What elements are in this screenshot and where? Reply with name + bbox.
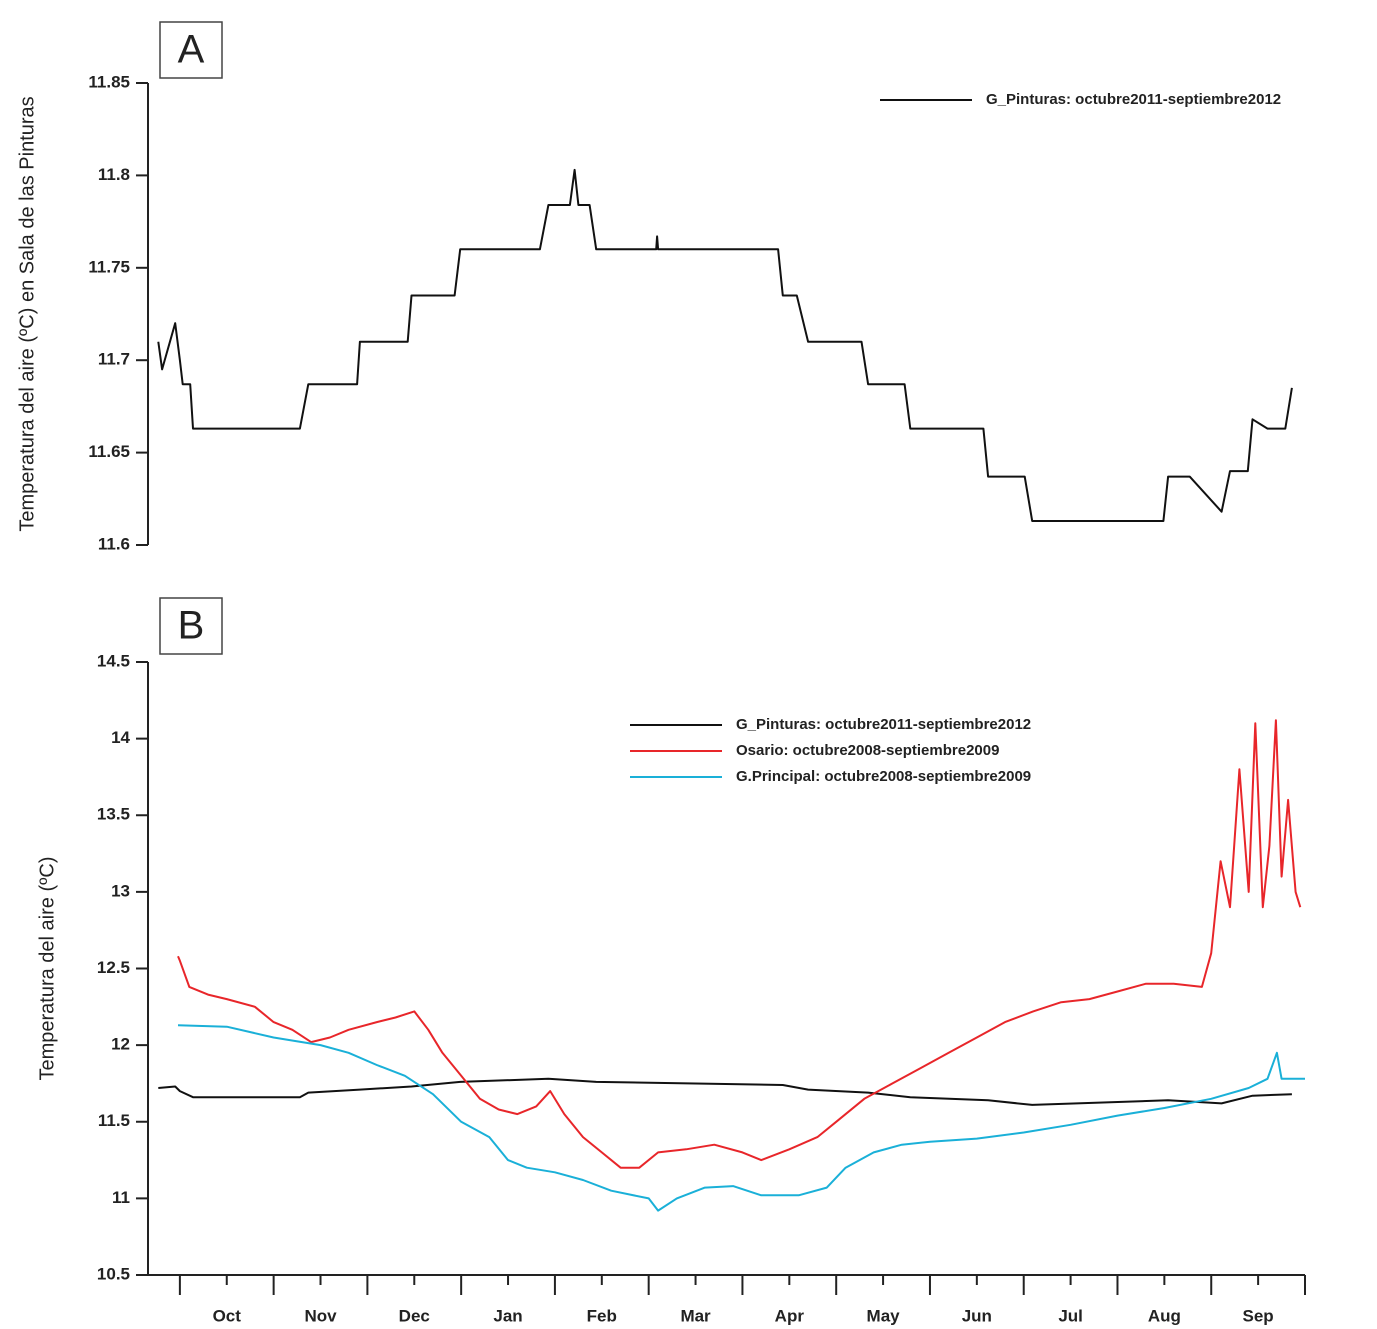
y-tick-label: 11.5 <box>98 1111 130 1130</box>
y-tick-label: 12 <box>111 1035 130 1054</box>
legend-label: G_Pinturas: octubre2011-septiembre2012 <box>736 716 1031 733</box>
x-tick-label: Jan <box>493 1306 522 1325</box>
x-tick-label: Feb <box>587 1306 617 1325</box>
y-tick-label: 11.65 <box>88 442 130 461</box>
panel-label: B <box>178 604 205 648</box>
x-tick-label: Mar <box>680 1306 711 1325</box>
y-tick-label: 11.6 <box>98 534 130 553</box>
y-tick-label: 11.85 <box>88 72 130 91</box>
series-line <box>177 719 1302 1169</box>
y-tick-label: 11 <box>112 1188 130 1207</box>
y-tick-label: 14.5 <box>97 651 130 670</box>
y-tick-label: 13 <box>111 881 130 900</box>
y-tick-label: 14 <box>111 728 130 747</box>
legend-label: G.Principal: octubre2008-septiembre2009 <box>736 768 1031 785</box>
series-line <box>157 168 1293 522</box>
y-tick-label: 13.5 <box>97 805 130 824</box>
y-axis-label: Temperatura del aire (ºC) <box>36 856 58 1080</box>
x-tick-label: Nov <box>304 1306 337 1325</box>
x-tick-label: May <box>867 1306 901 1325</box>
y-tick-label: 10.5 <box>97 1264 130 1283</box>
y-tick-label: 11.75 <box>88 257 130 276</box>
x-tick-label: Jul <box>1058 1306 1083 1325</box>
x-tick-label: Dec <box>399 1306 430 1325</box>
x-tick-label: Oct <box>213 1306 242 1325</box>
x-tick-label: Apr <box>775 1306 805 1325</box>
legend-label: G_Pinturas: octubre2011-septiembre2012 <box>986 91 1281 108</box>
series-line <box>158 1077 1292 1106</box>
panel-box <box>159 597 223 655</box>
y-tick-label: 12.5 <box>97 958 130 977</box>
series-line <box>177 1024 1305 1212</box>
x-tick-label: Aug <box>1148 1306 1181 1325</box>
x-tick-label: Sep <box>1243 1306 1274 1325</box>
y-axis-label: Temperatura del aire (ºC) en Sala de las… <box>16 96 38 531</box>
legend-label: Osario: octubre2008-septiembre2009 <box>736 742 999 759</box>
y-tick-label: 11.7 <box>98 350 130 369</box>
x-tick-label: Jun <box>962 1306 992 1325</box>
panel-label: A <box>178 28 205 72</box>
y-tick-label: 11.8 <box>98 165 130 184</box>
panel-box <box>159 21 223 79</box>
